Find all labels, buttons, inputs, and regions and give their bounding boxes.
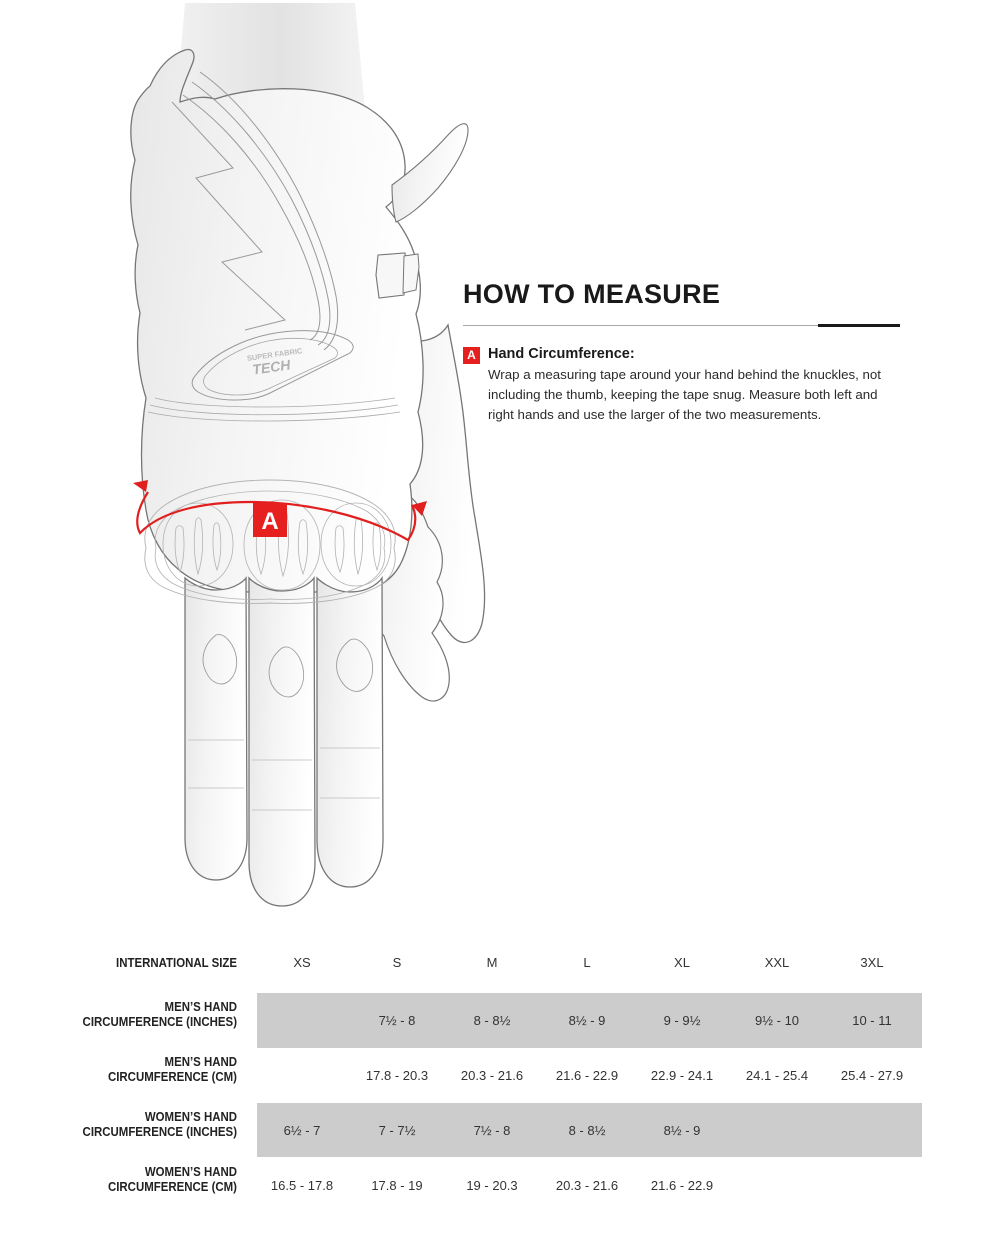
svg-text:A: A [261, 508, 278, 535]
